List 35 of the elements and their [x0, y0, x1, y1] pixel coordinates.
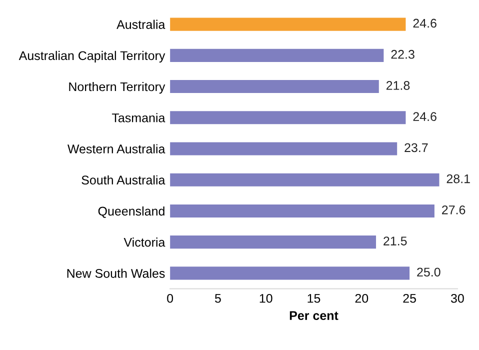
data-label: 22.3	[391, 50, 414, 59]
bar	[170, 18, 406, 31]
data-label: 24.6	[413, 112, 436, 121]
bar	[170, 48, 384, 62]
y-tick-label: Tasmania	[112, 113, 166, 122]
x-tick-label: 10	[260, 294, 272, 303]
x-tick-label: 30	[450, 294, 464, 303]
data-label: 21.8	[386, 81, 410, 90]
y-tick-label: Northern Territory	[69, 82, 166, 94]
x-tick-label: 0	[167, 294, 174, 303]
y-tick-label: New South Wales	[67, 268, 165, 278]
y-tick-label: Australia	[116, 20, 166, 29]
bar	[170, 204, 434, 218]
bar	[170, 111, 406, 124]
bar	[170, 173, 440, 186]
bar	[170, 236, 376, 249]
data-label: 23.7	[404, 143, 428, 152]
y-tick-label: Queensland	[98, 206, 164, 218]
data-label: 27.6	[442, 205, 466, 214]
data-label: 24.6	[413, 18, 436, 28]
y-tick-label: Victoria	[124, 238, 166, 247]
data-label: 25.0	[417, 268, 440, 277]
x-axis-title: Per cent	[290, 311, 338, 320]
x-tick-label: 5	[214, 294, 221, 303]
data-label: 28.1	[446, 174, 470, 184]
x-tick-label: 20	[355, 294, 368, 303]
bar	[170, 80, 379, 94]
x-tick-label: 15	[308, 294, 320, 303]
bar	[170, 266, 410, 280]
data-label: 21.5	[384, 236, 407, 246]
x-tick-label: 25	[403, 294, 416, 303]
y-tick-label: Western Australia	[68, 144, 166, 154]
y-tick-label: South Australia	[82, 175, 166, 185]
bar	[170, 142, 398, 156]
y-tick-label: Australian Capital Territory	[18, 50, 166, 63]
